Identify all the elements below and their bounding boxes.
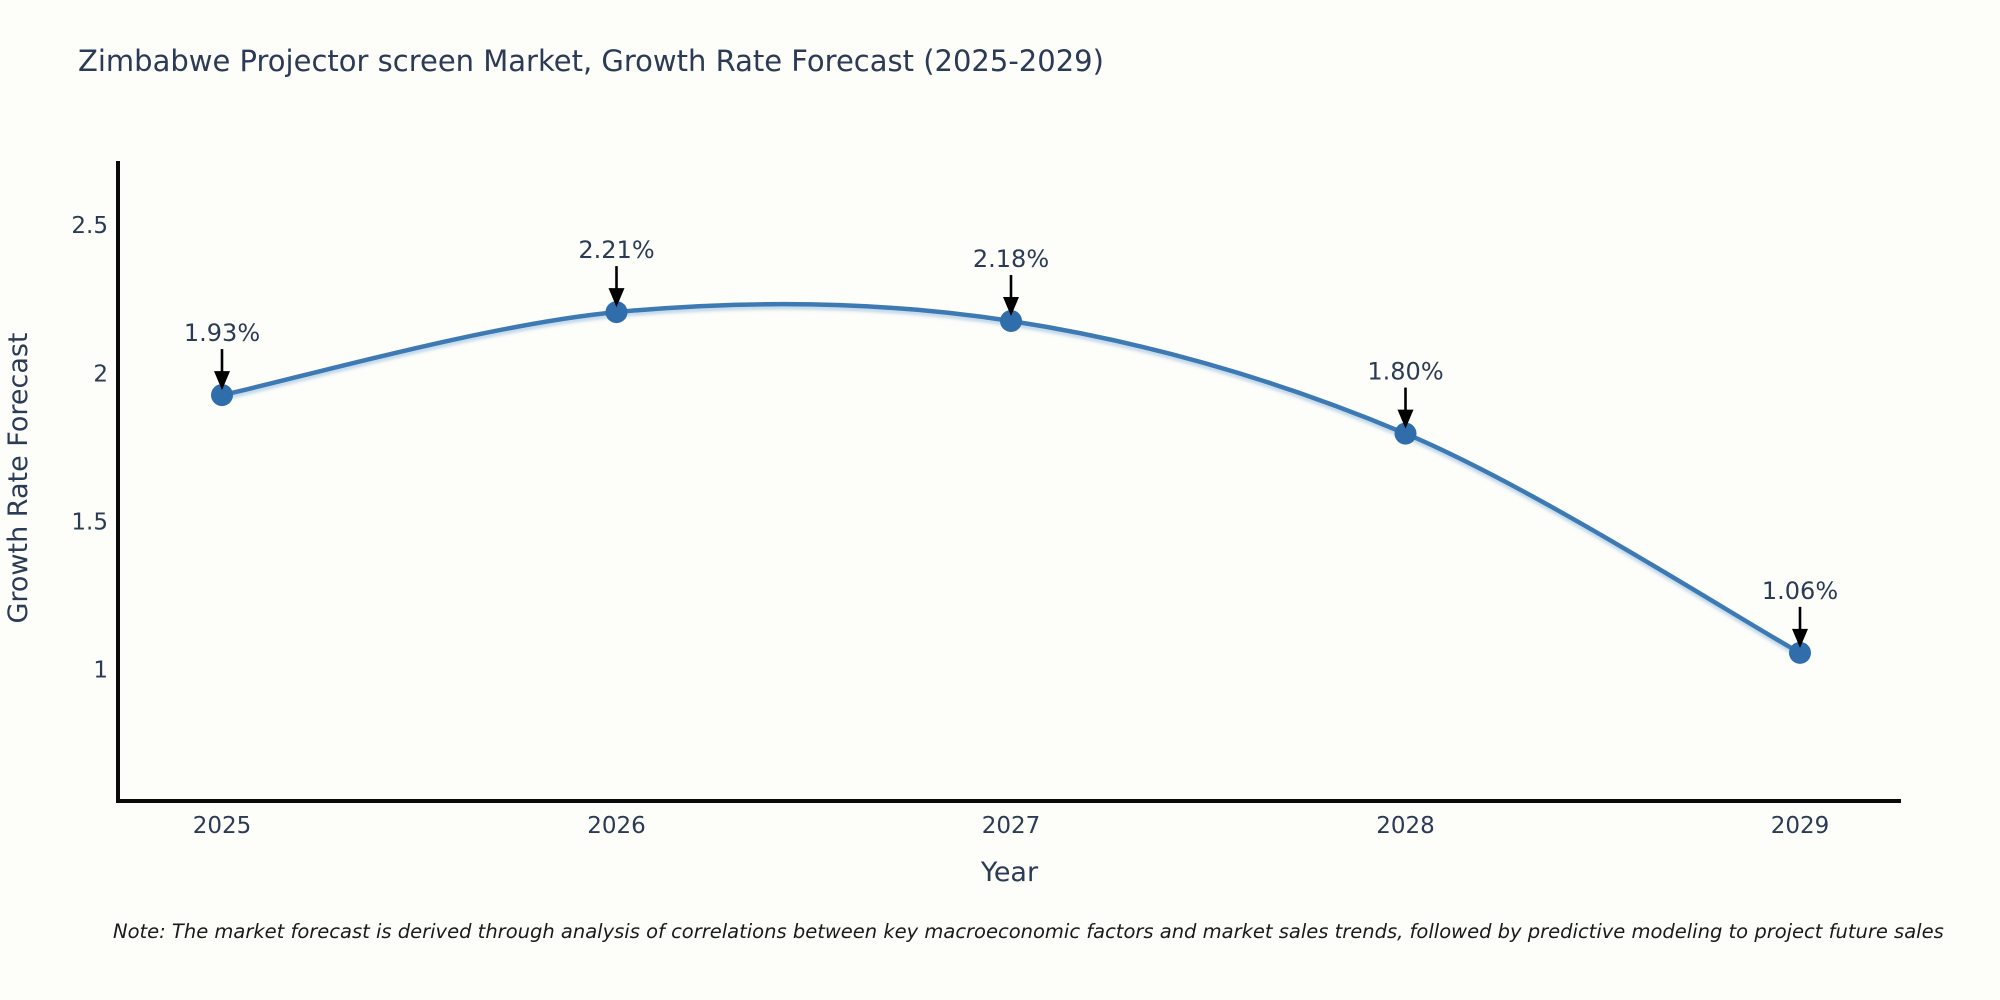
series-line bbox=[219, 301, 1803, 656]
y-tick-label: 2.5 bbox=[71, 213, 108, 239]
data-point-marker-2026 bbox=[605, 301, 628, 324]
annotation-label: 2.21% bbox=[578, 236, 654, 264]
chart-title: Zimbabwe Projector screen Market, Growth… bbox=[78, 44, 1104, 78]
x-axis-title: Year bbox=[980, 857, 1039, 888]
x-tick-label: 2029 bbox=[1771, 813, 1830, 839]
x-tick-label: 2026 bbox=[587, 813, 646, 839]
footnote: Note: The market forecast is derived thr… bbox=[113, 920, 1944, 943]
annotation-arrowhead bbox=[214, 371, 230, 391]
y-axis-title: Growth Rate Forecast bbox=[3, 332, 34, 623]
y-tick-label: 2 bbox=[93, 361, 108, 387]
data-point-marker-2029 bbox=[1789, 641, 1811, 664]
annotation-label: 1.93% bbox=[184, 319, 260, 347]
annotation-label: 2.18% bbox=[973, 245, 1049, 273]
x-tick-label: 2027 bbox=[982, 813, 1041, 839]
annotation-label: 1.06% bbox=[1762, 577, 1838, 605]
y-tick-label: 1 bbox=[93, 658, 108, 684]
x-tick-label: 2025 bbox=[193, 813, 252, 839]
data-point-marker-2028 bbox=[1394, 422, 1417, 445]
data-point-marker-2027 bbox=[1000, 310, 1022, 332]
x-tick-label: 2028 bbox=[1376, 813, 1435, 839]
data-point-marker-2025 bbox=[211, 384, 233, 407]
annotation-arrowhead bbox=[1792, 628, 1808, 648]
y-tick-label: 1.5 bbox=[71, 509, 108, 535]
annotation-arrowhead bbox=[1003, 297, 1019, 316]
annotation-arrowhead bbox=[1397, 409, 1414, 429]
annotation-label: 1.80% bbox=[1367, 358, 1443, 386]
annotation-arrowhead bbox=[608, 288, 625, 308]
